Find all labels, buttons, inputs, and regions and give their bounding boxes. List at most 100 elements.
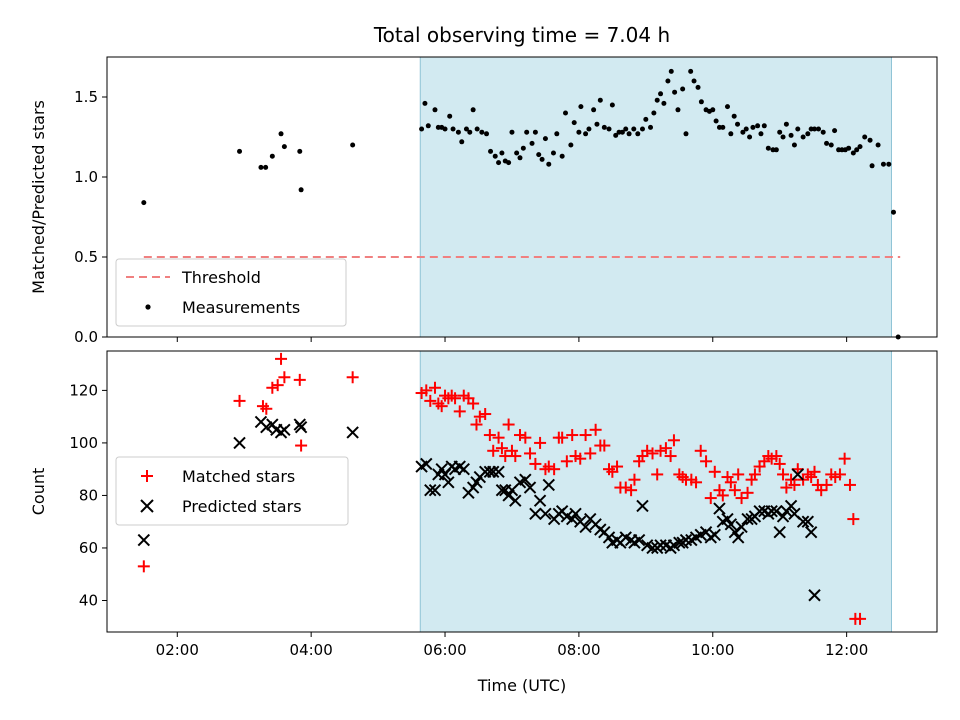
data-point-plus [560,455,573,468]
data-point [850,150,856,156]
data-point-plus [542,460,555,473]
data-point-plus [271,379,284,392]
data-point-cross [773,525,786,539]
data-point [688,68,694,74]
data-point-plus [833,468,846,481]
data-point-plus [843,478,856,491]
data-point-cross [708,528,721,542]
data-point-plus [838,452,851,465]
data-point-plus [487,444,500,457]
data-point [720,124,726,130]
data-point [675,107,681,113]
data-point-plus [479,408,492,421]
legend-predicted-label: Predicted stars [182,497,302,516]
y-tick-label: 40 [79,591,98,609]
data-point-cross [487,465,500,479]
data-point [506,160,512,166]
data-point [298,187,304,193]
data-point [563,110,569,116]
data-point-cross [529,507,542,521]
data-point-plus [579,429,592,442]
data-point [450,126,456,132]
data-point [568,142,574,148]
data-point [635,131,641,137]
data-point-plus [524,447,537,460]
data-point-cross [457,462,470,476]
data-point [601,124,607,130]
y-tick-label: 120 [69,381,98,399]
data-point [665,78,671,84]
data-point [591,107,597,113]
data-point [546,161,552,167]
data-point [651,110,657,116]
y-tick-label: 0.0 [74,328,98,346]
data-point-cross [294,420,308,434]
data-point [496,160,502,166]
data-point-plus [473,410,486,423]
data-point [459,139,465,145]
data-point [875,142,881,148]
data-point [258,164,264,170]
data-point-cross [654,539,667,552]
top-panel-legend: Threshold Measurements [115,258,347,327]
data-point-cross [579,520,592,534]
data-point-plus [625,484,638,497]
data-point-plus [278,371,291,384]
data-point-plus [428,381,441,394]
data-point-plus [566,429,579,442]
data-point-plus [295,439,308,452]
data-point-cross [731,531,745,544]
data-point [517,155,523,161]
data-point-plus [628,473,641,486]
data-point [419,126,425,132]
top-panel-y-label: Matched/Predicted stars [29,100,48,294]
data-point [710,107,716,113]
data-point [586,126,592,132]
data-point [743,126,749,132]
data-point [761,123,767,129]
data-point [672,89,678,95]
data-point [783,121,789,127]
top-panel-x-ticks [176,337,848,342]
legend-threshold-label: Threshold [181,268,261,287]
data-point [880,161,886,167]
data-point-plus [659,442,672,455]
data-point [740,129,746,135]
data-point-plus [137,560,150,573]
data-point-plus [233,394,246,407]
data-point-plus [453,405,466,418]
data-point [619,129,625,135]
data-point [724,104,730,110]
legend-predicted-swatch [140,499,154,513]
legend-matched-swatch [141,470,153,482]
data-point-plus [815,484,828,497]
data-point [455,129,461,135]
data-point [668,68,674,74]
data-point-plus [646,447,659,460]
data-point-plus [467,397,480,410]
data-point-cross [137,533,151,547]
data-point-plus [728,484,741,497]
data-point [442,126,448,132]
data-point-plus [748,468,761,481]
y-tick-label: 1.5 [74,88,98,106]
data-point-plus [664,450,677,463]
data-point-plus [773,457,786,470]
x-tick-label: 08:00 [557,641,600,659]
data-point-plus [470,418,483,431]
data-point [812,126,818,132]
data-point-plus [260,402,273,415]
data-point [643,116,649,122]
data-point-plus [700,455,713,468]
data-point [479,129,485,135]
data-point [141,200,147,206]
data-point-cross [420,457,433,471]
y-tick-label: 0.5 [74,248,98,266]
data-point [626,131,632,137]
data-point [432,107,438,113]
data-point-cross [569,507,582,521]
data-point [747,134,753,140]
data-point [532,129,538,135]
bottom-panel-shade [419,350,892,633]
